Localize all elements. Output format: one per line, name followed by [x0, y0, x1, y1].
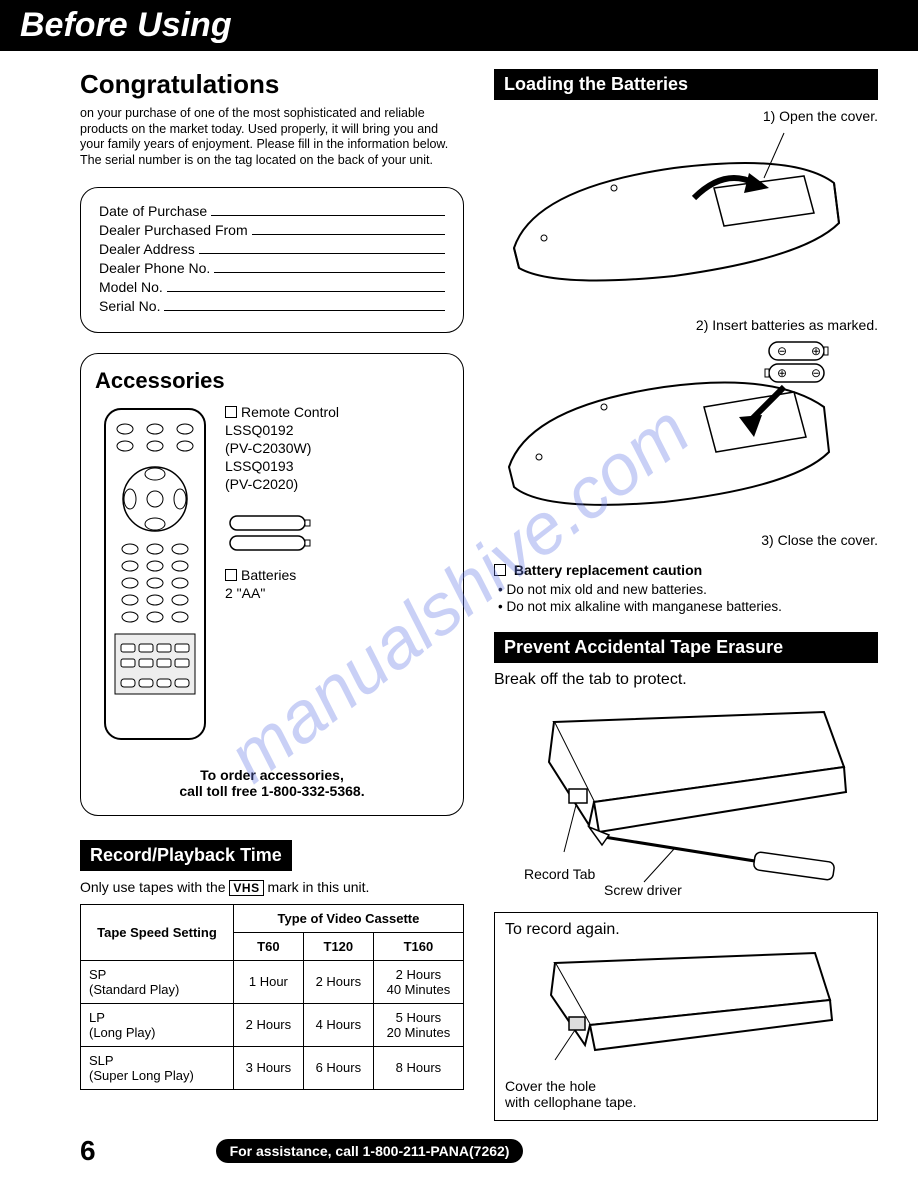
- open-cover-diagram: 1) Open the cover.: [494, 108, 878, 303]
- table-header: Type of Video Cassette: [233, 904, 463, 932]
- form-row: Date of Purchase: [99, 202, 445, 219]
- form-line: [164, 297, 445, 311]
- table-cell: SP(Standard Play): [81, 960, 234, 1003]
- remote-diagram: [95, 404, 215, 749]
- step-3-label: 3) Close the cover.: [494, 532, 878, 548]
- table-cell: 2 Hours: [233, 1003, 303, 1046]
- step-1-label: 1) Open the cover.: [494, 108, 878, 124]
- break-tab-diagram: Record Tab Screw driver: [494, 697, 878, 898]
- accessories-box: Accessories: [80, 353, 464, 816]
- form-row: Serial No.: [99, 297, 445, 314]
- form-row: Model No.: [99, 278, 445, 295]
- tape-speed-table: Tape Speed Setting Type of Video Cassett…: [80, 904, 464, 1090]
- table-cell: 3 Hours: [233, 1046, 303, 1089]
- form-label: Serial No.: [99, 298, 160, 314]
- vhs-logo: VHS: [229, 880, 263, 896]
- accessories-heading: Accessories: [95, 368, 449, 394]
- right-column: Loading the Batteries 1) Open the cover.…: [494, 69, 878, 1121]
- order-line2: call toll free 1-800-332-5368.: [95, 783, 449, 799]
- caution-item: • Do not mix alkaline with manganese bat…: [506, 599, 878, 614]
- table-row: SP(Standard Play) 1 Hour 2 Hours 2 Hours…: [81, 960, 464, 1003]
- table-header: T60: [233, 932, 303, 960]
- order-line1: To order accessories,: [95, 767, 449, 783]
- step-2-label: 2) Insert batteries as marked.: [494, 317, 878, 333]
- remote-model: (PV-C2020): [225, 476, 449, 492]
- loading-batteries-heading: Loading the Batteries: [494, 69, 878, 100]
- table-cell: LP(Long Play): [81, 1003, 234, 1046]
- table-cell: 2 Hours 40 Minutes: [373, 960, 463, 1003]
- svg-text:⊕: ⊕: [777, 366, 787, 380]
- form-row: Dealer Purchased From: [99, 221, 445, 238]
- form-row: Dealer Address: [99, 240, 445, 257]
- table-header: Tape Speed Setting: [81, 904, 234, 960]
- form-label: Model No.: [99, 279, 163, 295]
- checkbox-icon: [494, 564, 506, 576]
- page-banner: Before Using: [0, 0, 918, 51]
- form-label: Date of Purchase: [99, 203, 207, 219]
- form-line: [211, 202, 445, 216]
- form-row: Dealer Phone No.: [99, 259, 445, 276]
- left-column: Congratulations on your purchase of one …: [80, 69, 464, 1121]
- batteries-label: Batteries: [241, 567, 296, 583]
- batteries-spec: 2 "AA": [225, 585, 449, 601]
- insert-batteries-diagram: 2) Insert batteries as marked. ⊖ ⊕ ⊕ ⊖ 3) …: [494, 317, 878, 548]
- prevent-erasure-heading: Prevent Accidental Tape Erasure: [494, 632, 878, 663]
- prevent-erasure-subhead: Break off the tab to protect.: [494, 671, 878, 689]
- table-cell: 4 Hours: [303, 1003, 373, 1046]
- caution-item: • Do not mix old and new batteries.: [506, 582, 878, 597]
- remote-model: LSSQ0193: [225, 458, 449, 474]
- form-label: Dealer Address: [99, 241, 195, 257]
- caution-heading: Battery replacement caution: [514, 562, 702, 578]
- table-header: T120: [303, 932, 373, 960]
- congrats-body: on your purchase of one of the most soph…: [80, 106, 464, 169]
- cover-hole-line1: Cover the hole: [505, 1078, 596, 1094]
- svg-text:⊖: ⊖: [777, 344, 787, 358]
- table-cell: 1 Hour: [233, 960, 303, 1003]
- record-again-label: To record again.: [505, 921, 867, 939]
- svg-text:⊖: ⊖: [811, 366, 821, 380]
- checkbox-icon: [225, 569, 237, 581]
- congrats-heading: Congratulations: [80, 69, 464, 100]
- form-label: Dealer Phone No.: [99, 260, 210, 276]
- table-header: T160: [373, 932, 463, 960]
- table-cell: SLP(Super Long Play): [81, 1046, 234, 1089]
- purchase-info-box: Date of Purchase Dealer Purchased From D…: [80, 187, 464, 333]
- record-again-box: To record again. Cover the hole with cel…: [494, 912, 878, 1121]
- battery-diagram: [225, 512, 449, 559]
- cover-hole-line2: with cellophane tape.: [505, 1094, 637, 1110]
- table-cell: 5 Hours 20 Minutes: [373, 1003, 463, 1046]
- form-line: [252, 221, 445, 235]
- page-number: 6: [80, 1135, 96, 1167]
- table-cell: 2 Hours: [303, 960, 373, 1003]
- checkbox-icon: [225, 406, 237, 418]
- svg-text:⊕: ⊕: [811, 344, 821, 358]
- form-line: [167, 278, 445, 292]
- form-line: [199, 240, 445, 254]
- form-label: Dealer Purchased From: [99, 222, 248, 238]
- table-row: LP(Long Play) 2 Hours 4 Hours 5 Hours 20…: [81, 1003, 464, 1046]
- vhs-note: Only use tapes with the VHS mark in this…: [80, 879, 464, 896]
- record-playback-heading: Record/Playback Time: [80, 840, 292, 871]
- remote-model: LSSQ0192: [225, 422, 449, 438]
- remote-label: Remote Control: [241, 404, 339, 420]
- assistance-footer: For assistance, call 1-800-211-PANA(7262…: [216, 1139, 524, 1163]
- table-cell: 8 Hours: [373, 1046, 463, 1089]
- form-line: [214, 259, 445, 273]
- remote-model: (PV-C2030W): [225, 440, 449, 456]
- table-cell: 6 Hours: [303, 1046, 373, 1089]
- table-row: SLP(Super Long Play) 3 Hours 6 Hours 8 H…: [81, 1046, 464, 1089]
